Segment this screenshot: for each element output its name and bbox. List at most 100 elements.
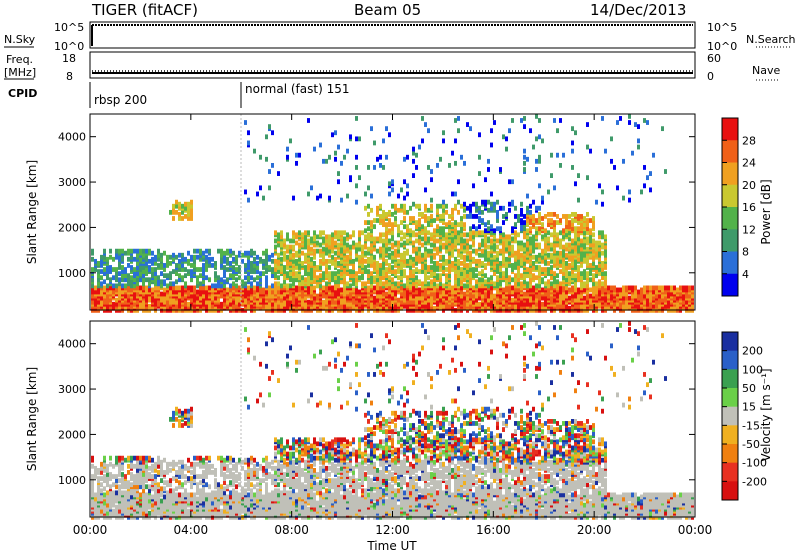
power-cell bbox=[475, 301, 478, 307]
power-cell bbox=[457, 128, 460, 134]
power-cell bbox=[178, 277, 181, 283]
power-cell bbox=[400, 187, 403, 193]
power-cell bbox=[361, 299, 364, 305]
power-cell bbox=[523, 254, 526, 260]
power-cell bbox=[199, 303, 202, 309]
power-cell bbox=[490, 205, 493, 211]
y-tick-label: 1000 bbox=[58, 267, 86, 280]
power-cell bbox=[427, 165, 430, 170]
power-cell bbox=[364, 250, 367, 256]
power-cell bbox=[439, 254, 442, 260]
power-cell bbox=[253, 285, 256, 291]
power-cell bbox=[337, 279, 340, 285]
power-cell bbox=[511, 289, 514, 295]
power-cell bbox=[334, 230, 337, 236]
power-cell bbox=[445, 209, 448, 215]
power-cell bbox=[571, 273, 574, 279]
power-cell bbox=[346, 148, 349, 154]
power-cell bbox=[343, 269, 346, 274]
power-cell bbox=[133, 267, 136, 272]
power-cell bbox=[187, 269, 190, 274]
power-cell bbox=[256, 191, 259, 197]
power-cell bbox=[367, 212, 370, 217]
power-cell bbox=[571, 248, 574, 254]
power-cell bbox=[526, 267, 529, 272]
power-cell bbox=[292, 277, 295, 283]
power-cell bbox=[379, 154, 382, 160]
power-cell bbox=[484, 256, 487, 262]
power-cell bbox=[205, 267, 208, 272]
power-cell bbox=[496, 263, 499, 268]
power-cell bbox=[355, 299, 358, 305]
power-cell bbox=[412, 146, 415, 152]
power-cell bbox=[385, 154, 388, 160]
power-cell bbox=[475, 305, 478, 311]
power-cell bbox=[244, 250, 247, 256]
power-cell bbox=[262, 250, 265, 256]
power-cell bbox=[484, 248, 487, 254]
power-cell bbox=[400, 275, 403, 281]
nsearch-label: N.Search bbox=[746, 33, 796, 46]
power-cell bbox=[313, 273, 316, 279]
power-cell bbox=[592, 238, 595, 244]
power-cell bbox=[160, 252, 163, 258]
power-cell bbox=[487, 256, 490, 262]
power-cell bbox=[430, 279, 433, 285]
power-cell bbox=[415, 238, 418, 244]
power-cell bbox=[589, 234, 592, 240]
power-cell bbox=[412, 293, 415, 299]
freq-label-line1: Freq. bbox=[6, 53, 33, 66]
power-cell bbox=[535, 242, 538, 248]
power-cell bbox=[358, 236, 361, 242]
power-cell bbox=[514, 205, 517, 211]
power-cell bbox=[157, 263, 160, 268]
power-cell bbox=[478, 252, 481, 258]
power-cell bbox=[217, 275, 220, 281]
power-cell bbox=[346, 271, 349, 277]
power-cell bbox=[481, 248, 484, 254]
power-cell bbox=[322, 256, 325, 262]
power-cell bbox=[169, 289, 172, 295]
power-cell bbox=[154, 285, 157, 291]
power-cell bbox=[130, 283, 133, 289]
power-cell bbox=[604, 305, 607, 311]
power-cell bbox=[160, 279, 163, 285]
power-cell bbox=[259, 297, 262, 303]
power-x-axis bbox=[89, 114, 696, 310]
power-cell bbox=[628, 295, 631, 301]
power-cell bbox=[562, 299, 565, 305]
power-cell bbox=[640, 189, 643, 195]
colorbar-swatch bbox=[722, 140, 738, 163]
power-cell bbox=[538, 265, 541, 270]
power-cell bbox=[484, 305, 487, 311]
power-cell bbox=[349, 244, 352, 250]
power-cell bbox=[493, 301, 496, 307]
power-cell bbox=[331, 232, 334, 238]
power-cell bbox=[226, 277, 229, 283]
power-cell bbox=[403, 258, 406, 264]
power-cell bbox=[466, 214, 469, 219]
power-cell bbox=[169, 254, 172, 260]
power-cell bbox=[532, 295, 535, 301]
power-cell bbox=[568, 254, 571, 260]
power-cell bbox=[136, 252, 139, 258]
power-cell bbox=[583, 256, 586, 262]
power-cell bbox=[520, 218, 523, 223]
power-cell bbox=[178, 258, 181, 264]
power-cell bbox=[463, 273, 466, 279]
power-cell bbox=[142, 269, 145, 274]
power-cell bbox=[457, 269, 460, 274]
power-cell bbox=[565, 252, 568, 258]
power-cell bbox=[487, 167, 490, 172]
power-cell bbox=[523, 224, 526, 230]
power-cell bbox=[529, 203, 532, 209]
power-cell bbox=[508, 234, 511, 240]
power-cell bbox=[583, 216, 586, 221]
power-cell bbox=[124, 273, 127, 279]
power-cell bbox=[94, 285, 97, 291]
power-cell bbox=[310, 185, 313, 191]
power-cell bbox=[373, 218, 376, 223]
power-cell bbox=[595, 244, 598, 250]
power-cell bbox=[112, 301, 115, 307]
